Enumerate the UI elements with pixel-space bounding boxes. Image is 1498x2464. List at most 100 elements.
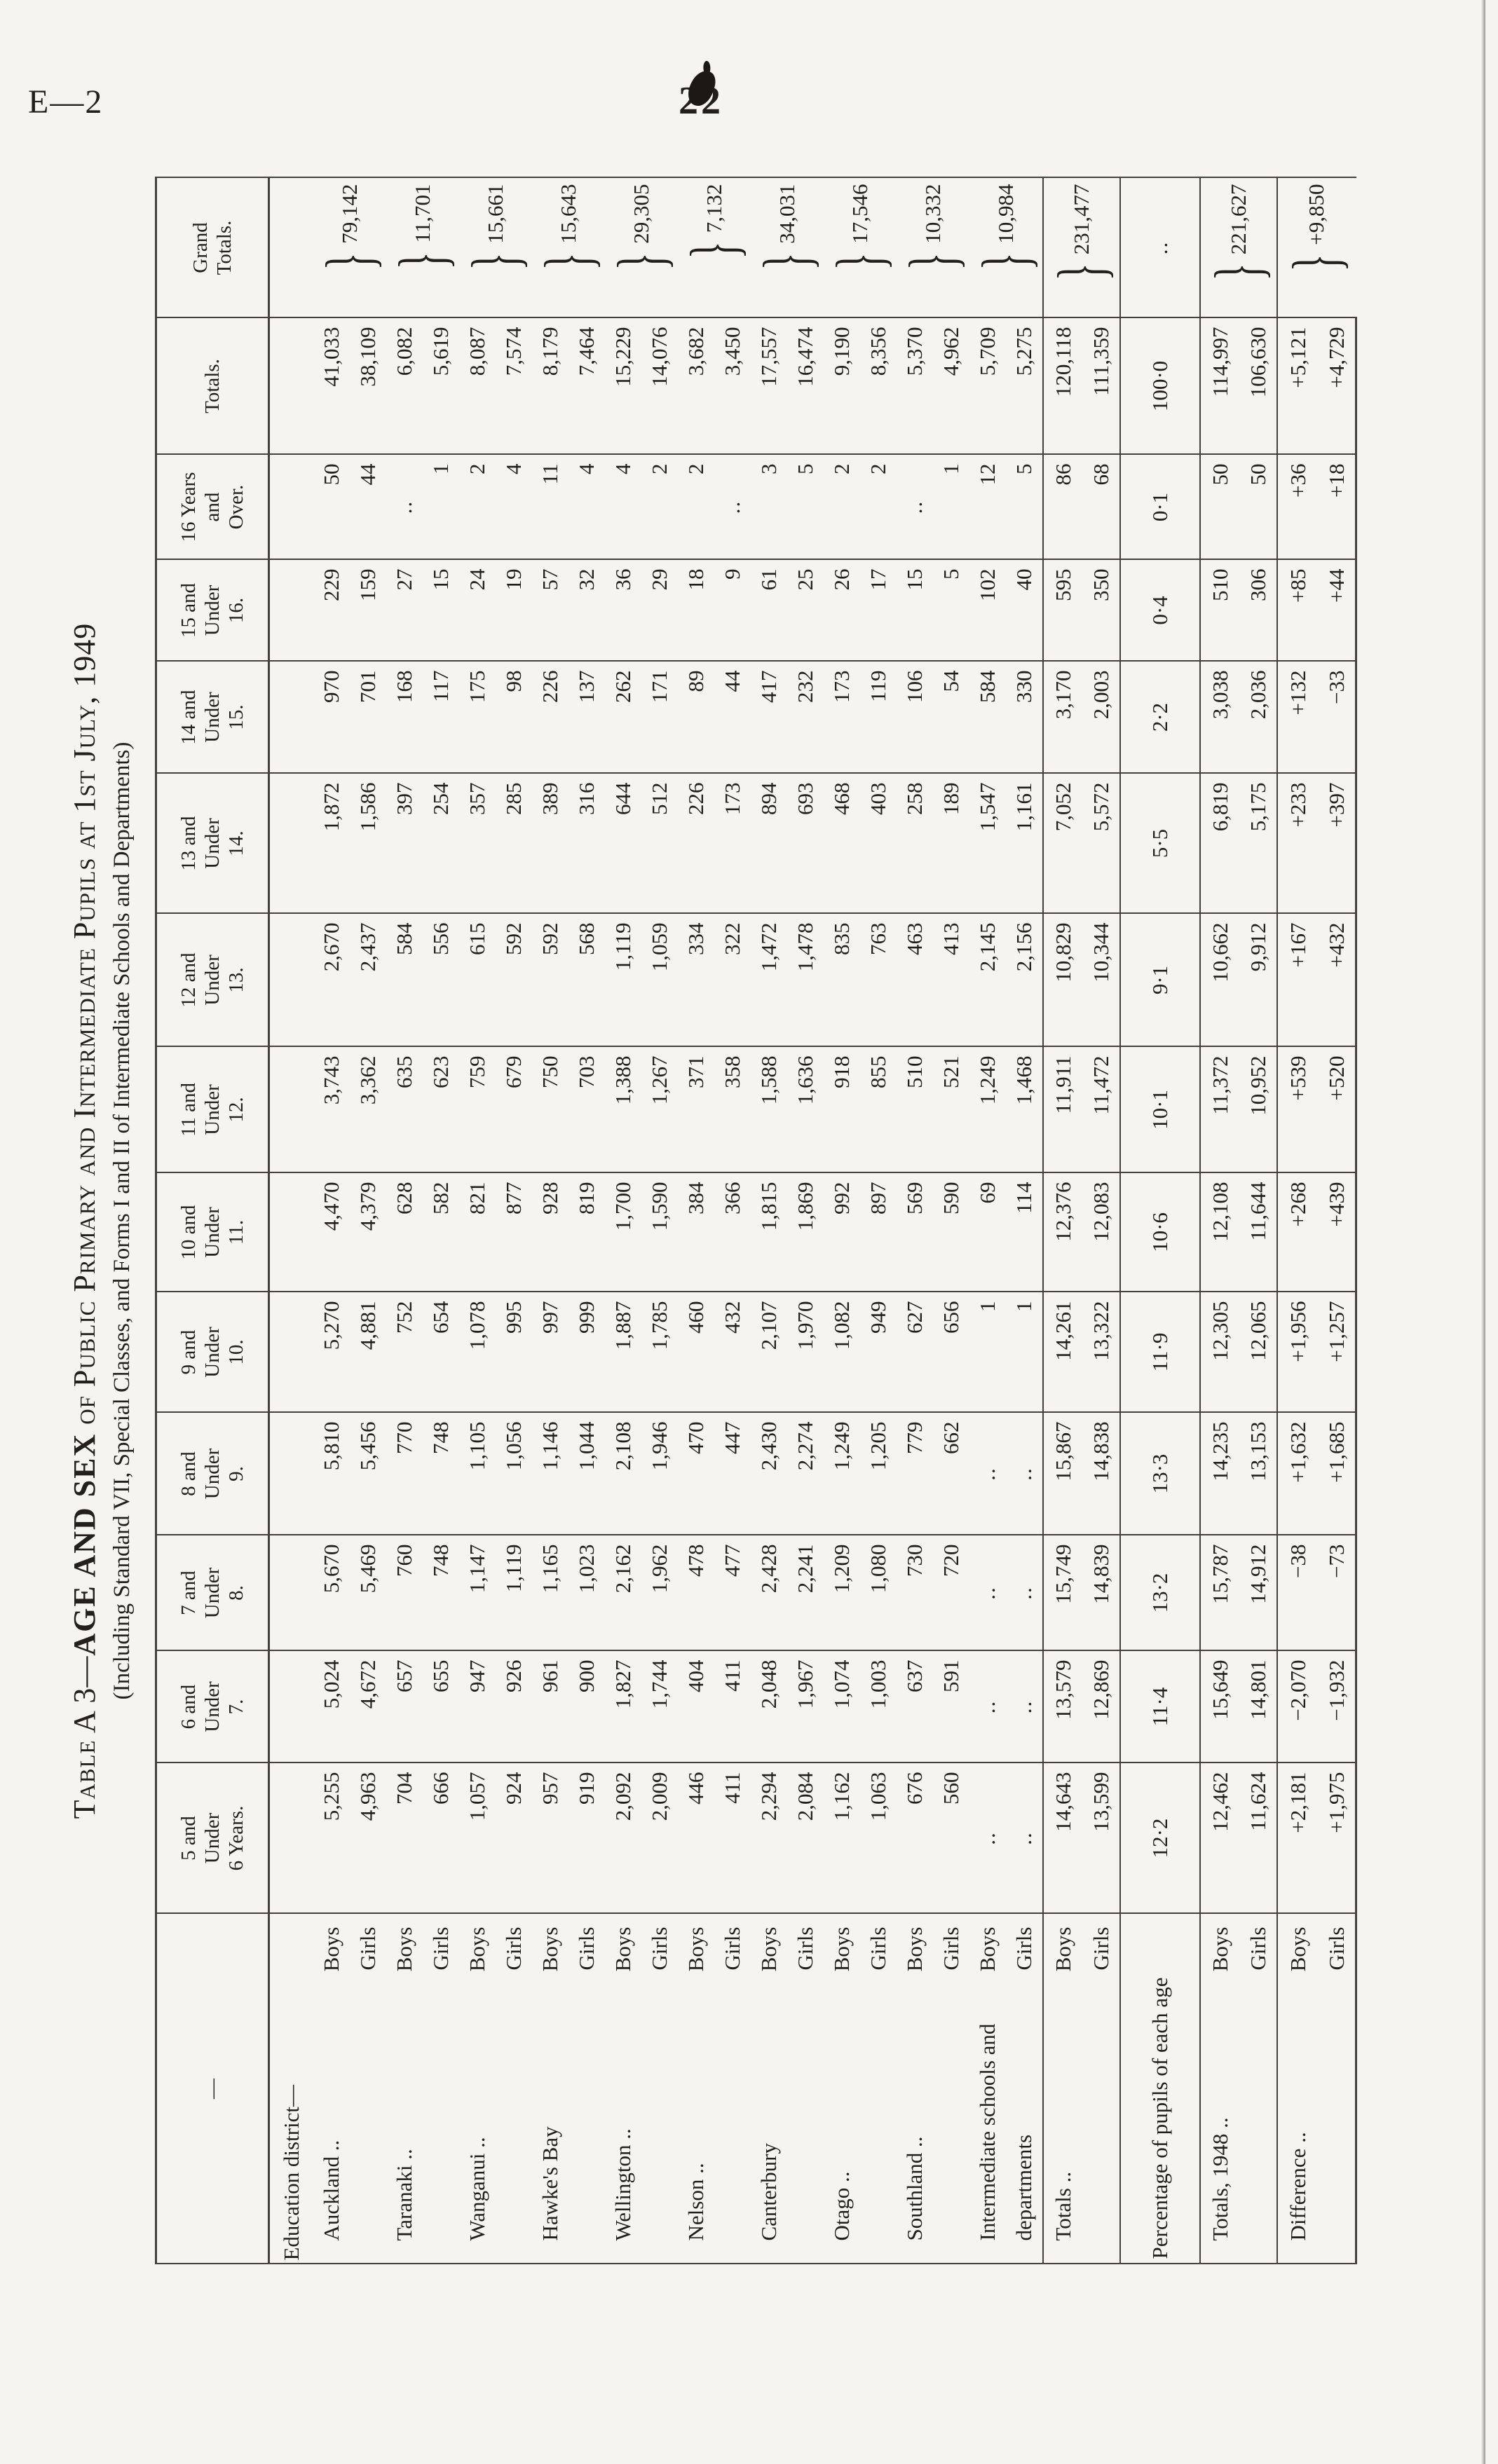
data-cell: 38,109 bbox=[350, 317, 386, 455]
sex-label: Girls bbox=[573, 1926, 599, 1971]
data-cell: 592 bbox=[496, 913, 532, 1047]
data-cell: 173 bbox=[824, 661, 860, 774]
data-cell: 7,574 bbox=[496, 317, 532, 455]
data-cell: .. bbox=[969, 1763, 1006, 1914]
sex-label: Boys bbox=[464, 1926, 489, 1972]
data-cell: 119 bbox=[860, 661, 897, 774]
data-cell: 366 bbox=[714, 1172, 751, 1292]
data-cell: 114 bbox=[1006, 1172, 1043, 1292]
sex-label: Boys bbox=[1285, 1926, 1310, 1972]
row-label-flex: Girls bbox=[1089, 1922, 1113, 2259]
table-title: Table A 3—AGE AND SEX of Public Primary … bbox=[67, 163, 102, 2279]
data-cell: 1,700 bbox=[605, 1172, 641, 1292]
district-name: Canterbury bbox=[756, 2143, 781, 2241]
grand-total-cell: } 34,031 bbox=[751, 177, 824, 318]
data-row-boys: Totals, 1948 .. Boys 12,462 15,649 15,787 14,… bbox=[1200, 177, 1277, 2264]
data-cell: +520 bbox=[1319, 1046, 1356, 1173]
age-header-line: Under bbox=[200, 1812, 224, 1864]
data-cell: 748 bbox=[423, 1412, 459, 1535]
data-cell: 226 bbox=[678, 773, 714, 914]
row-label: Otago .. Boys bbox=[824, 1913, 860, 2264]
data-cell: 12,869 bbox=[1083, 1650, 1120, 1763]
data-cell: 69 bbox=[969, 1172, 1006, 1292]
age-column-header: 9 and Under 10. bbox=[156, 1292, 269, 1413]
data-cell: 41,033 bbox=[313, 317, 350, 455]
data-cell: 68 bbox=[1083, 454, 1120, 560]
brace-icon: } bbox=[386, 251, 459, 270]
data-cell: 2 bbox=[860, 454, 897, 560]
data-cell: 171 bbox=[641, 661, 678, 774]
data-cell: 477 bbox=[714, 1535, 751, 1651]
document-reference: E—2 bbox=[28, 83, 104, 121]
data-cell: 569 bbox=[897, 1172, 933, 1292]
data-cell: 13,153 bbox=[1240, 1412, 1277, 1535]
data-row-boys: Wellington .. Boys 2,092 1,827 2,162 2,108 1,8… bbox=[605, 177, 678, 2264]
data-cell: 1,869 bbox=[787, 1172, 824, 1292]
data-cell: 12,305 bbox=[1200, 1292, 1240, 1413]
data-cell: 463 bbox=[897, 913, 933, 1047]
age-header-line: 13. bbox=[225, 967, 248, 993]
data-cell: 2,156 bbox=[1006, 913, 1043, 1047]
brace-icon: } bbox=[459, 252, 532, 271]
grand-total-group: } 17,546 bbox=[824, 184, 897, 317]
data-cell: 1,146 bbox=[532, 1412, 568, 1535]
data-cell: +2,181 bbox=[1277, 1763, 1319, 1914]
data-cell: 628 bbox=[386, 1172, 423, 1292]
data-cell: 995 bbox=[496, 1292, 532, 1413]
data-cell: 615 bbox=[459, 913, 496, 1047]
row-label: Difference .. Boys bbox=[1277, 1913, 1319, 2264]
data-cell: 229 bbox=[313, 559, 350, 662]
data-cell: 57 bbox=[532, 559, 568, 662]
data-row-boys: Taranaki .. Boys 704 657 760 770 752 628 635 584 3… bbox=[386, 177, 459, 2264]
data-cell: 11,911 bbox=[1043, 1046, 1083, 1173]
data-cell: 470 bbox=[678, 1412, 714, 1535]
brace-icon: } bbox=[605, 252, 678, 271]
row-label-flex: Southland .. Boys bbox=[901, 1922, 927, 2259]
data-cell: 14,839 bbox=[1083, 1535, 1120, 1651]
row-label: Wellington .. Boys bbox=[605, 1913, 641, 2264]
age-header-line: Under bbox=[200, 1448, 224, 1500]
data-cell: 24 bbox=[459, 559, 496, 662]
data-cell: 6,082 bbox=[386, 317, 423, 455]
data-cell: 403 bbox=[860, 773, 897, 914]
data-cell: 4 bbox=[605, 454, 641, 560]
row-label: Girls bbox=[1240, 1913, 1277, 2264]
data-cell: 1 bbox=[1006, 1292, 1043, 1413]
data-cell: 1,815 bbox=[751, 1172, 787, 1292]
data-cell: 897 bbox=[860, 1172, 897, 1292]
empty-cell bbox=[268, 317, 313, 455]
data-cell: .. bbox=[969, 1412, 1006, 1535]
data-cell: 9,190 bbox=[824, 317, 860, 455]
data-cell: 189 bbox=[933, 773, 969, 914]
age-header-line: Under bbox=[200, 1567, 224, 1619]
data-cell: 1,962 bbox=[641, 1535, 678, 1651]
data-cell: 40 bbox=[1006, 559, 1043, 662]
age-header-line: and bbox=[200, 492, 224, 522]
data-cell: 760 bbox=[386, 1535, 423, 1651]
data-cell: 4,379 bbox=[350, 1172, 386, 1292]
sex-label: Boys bbox=[829, 1926, 854, 1972]
age-header-line: Under bbox=[200, 1084, 224, 1135]
row-label: Girls bbox=[350, 1913, 386, 2264]
data-cell: 106 bbox=[897, 661, 933, 774]
data-cell: 997 bbox=[532, 1292, 568, 1413]
data-row-boys: Wanganui .. Boys 1,057 947 1,147 1,105 1,078 82… bbox=[459, 177, 532, 2264]
data-cell: 644 bbox=[605, 773, 641, 914]
row-label-flex: Wellington .. Boys bbox=[611, 1922, 635, 2259]
row-label-flex: Canterbury Boys bbox=[756, 1922, 781, 2259]
grand-total-value: 34,031 bbox=[774, 184, 799, 244]
data-cell: 1,105 bbox=[459, 1412, 496, 1535]
data-row-girls: Girls 11,624 14,801 14,912 13,153 12,065 11,64… bbox=[1240, 178, 1277, 2264]
data-cell: 2,241 bbox=[787, 1535, 824, 1651]
data-cell: 1,872 bbox=[313, 773, 350, 914]
data-row-boys: Hawke's Bay Boys 957 961 1,165 1,146 997 928 750… bbox=[532, 177, 605, 2264]
grand-total-group: } 29,305 bbox=[605, 184, 678, 317]
sex-label: Boys bbox=[537, 1926, 562, 1972]
district-name: Southland .. bbox=[901, 2136, 927, 2241]
district-name: Wanganui .. bbox=[464, 2137, 489, 2241]
data-row-girls: Girls 666 655 748 748 654 582 623 556 254 117 15 1 5,… bbox=[423, 178, 459, 2264]
data-cell: +36 bbox=[1277, 454, 1319, 560]
data-cell: 13,322 bbox=[1083, 1292, 1120, 1413]
data-cell: 3,362 bbox=[350, 1046, 386, 1173]
data-cell: 120,118 bbox=[1043, 317, 1083, 455]
